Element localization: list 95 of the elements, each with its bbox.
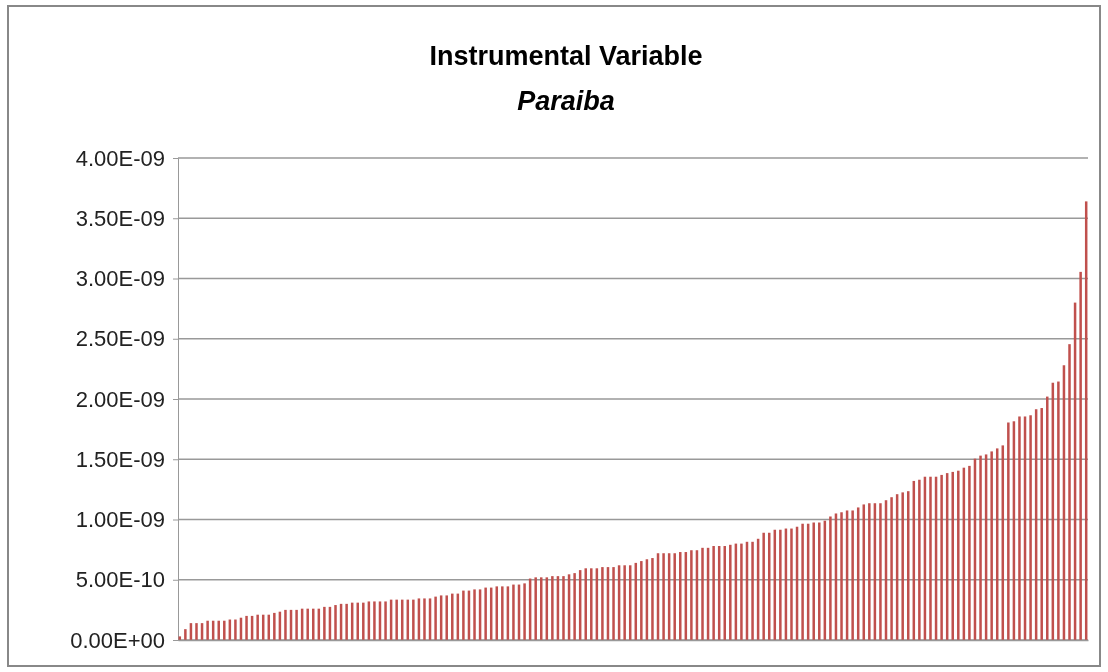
bar [801,523,804,640]
chart-subtitle: Paraiba [517,86,615,116]
bar [217,620,220,640]
y-tick-label: 2.00E-09 [75,386,165,412]
bar [990,451,993,640]
bar [462,590,465,640]
bar [1040,408,1043,640]
bar [712,546,715,640]
bar [445,595,448,640]
bar [312,608,315,640]
bar [573,573,576,640]
bar [373,601,376,640]
y-tick-label: 1.00E-09 [75,507,165,533]
bar [584,568,587,640]
bar [840,512,843,640]
bar [245,615,248,640]
bar [829,516,832,640]
bar [334,605,337,640]
bar [473,589,476,640]
bar [640,561,643,640]
bar [345,603,348,640]
bar [918,479,921,640]
bar [195,623,198,640]
bar [673,553,676,640]
y-tick-label: 2.50E-09 [75,326,165,352]
bar [434,596,437,640]
bar [790,528,793,640]
y-tick-label: 5.00E-10 [75,567,165,593]
bar [562,576,565,640]
bar [812,522,815,640]
bar [879,503,882,640]
bar [968,465,971,640]
bar [295,609,298,640]
bar [184,629,187,640]
bar [523,583,526,640]
bar [484,587,487,640]
chart-title: Instrumental Variable [429,41,703,71]
bar [306,608,309,640]
bar [612,567,615,640]
bar [256,614,259,640]
bar [979,455,982,640]
bar [234,619,237,640]
bar [223,620,226,640]
bar [412,599,415,640]
bar [929,476,932,640]
y-tick-label: 0.00E+00 [70,627,165,653]
y-tick-label: 3.00E-09 [75,266,165,292]
bar [818,522,821,640]
bar [851,510,854,640]
y-tick-label: 3.50E-09 [75,205,165,231]
bar [729,544,732,640]
bar [1057,381,1060,640]
bar [206,620,209,640]
bar [284,609,287,640]
bar [395,599,398,640]
bar [1018,416,1021,640]
bar [384,601,387,640]
bar [662,553,665,640]
bar [362,602,365,640]
bar [779,529,782,640]
bar [1068,344,1071,640]
bar [940,474,943,640]
bar [534,577,537,640]
bar [701,547,704,640]
bar [762,532,765,640]
bar [957,470,960,640]
bar [551,576,554,640]
bar [1029,415,1032,640]
bar [723,546,726,640]
bar [1046,396,1049,640]
bar [740,543,743,640]
bar [907,491,910,640]
bar [623,565,626,640]
bar [1079,271,1082,640]
bar [601,567,604,640]
bar [751,541,754,640]
bar [690,550,693,640]
bar [512,584,515,640]
bar [501,586,504,640]
bar [356,602,359,640]
bar [1007,422,1010,640]
bar [679,552,682,640]
bar [590,568,593,640]
y-tick-label: 4.00E-09 [75,145,165,171]
y-tick-label: 1.50E-09 [75,446,165,472]
bar [651,558,654,640]
bar [951,471,954,640]
bar [540,577,543,640]
bar [868,503,871,640]
bar [273,612,276,640]
bar [323,606,326,640]
bar [901,492,904,640]
bar [890,497,893,640]
bar [423,598,426,640]
bar [451,593,454,640]
